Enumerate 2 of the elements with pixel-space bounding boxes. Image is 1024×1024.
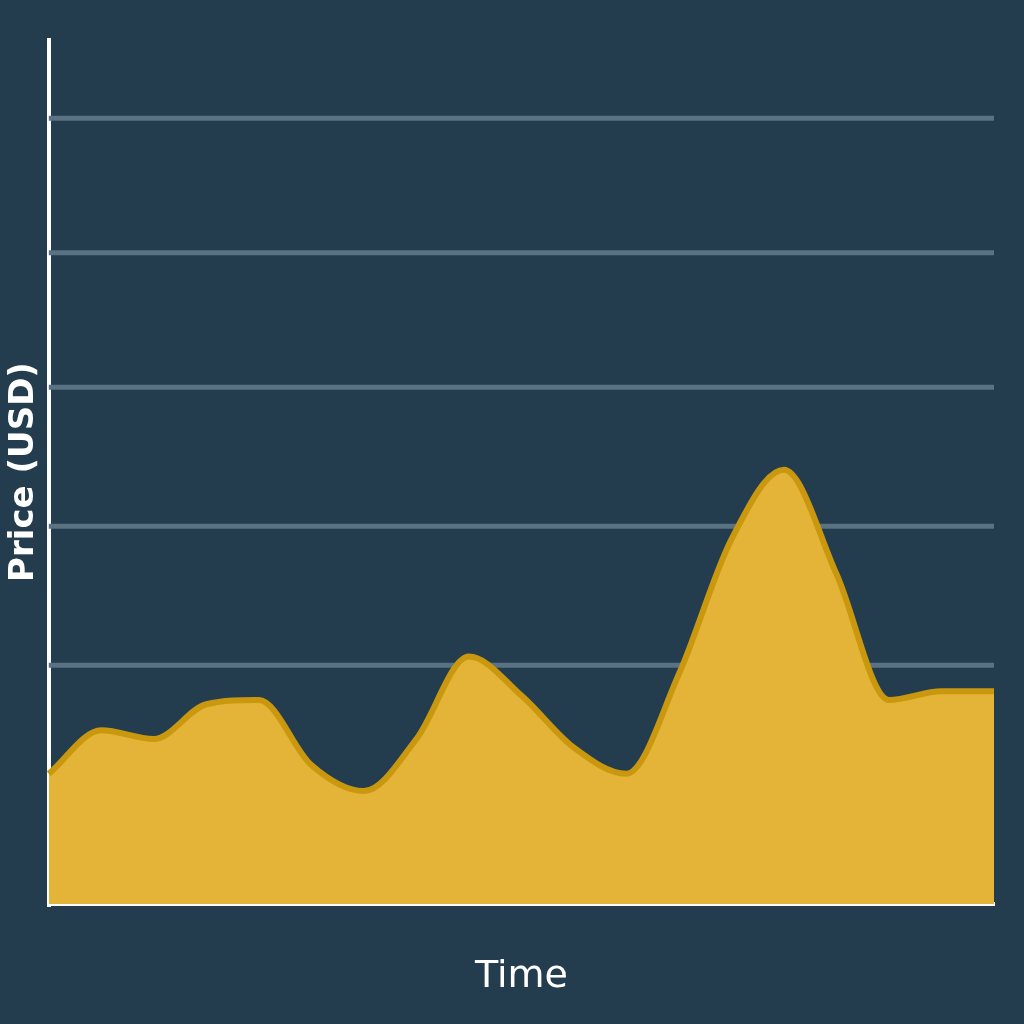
y-axis-title: Price (USD)	[1, 362, 42, 582]
x-axis-title: Time	[473, 952, 568, 997]
